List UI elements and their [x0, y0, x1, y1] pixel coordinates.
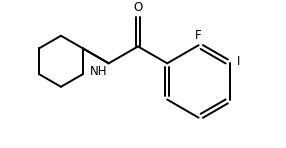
Text: I: I [237, 55, 240, 68]
Text: NH: NH [90, 65, 107, 78]
Text: O: O [133, 1, 143, 14]
Text: F: F [195, 29, 202, 42]
